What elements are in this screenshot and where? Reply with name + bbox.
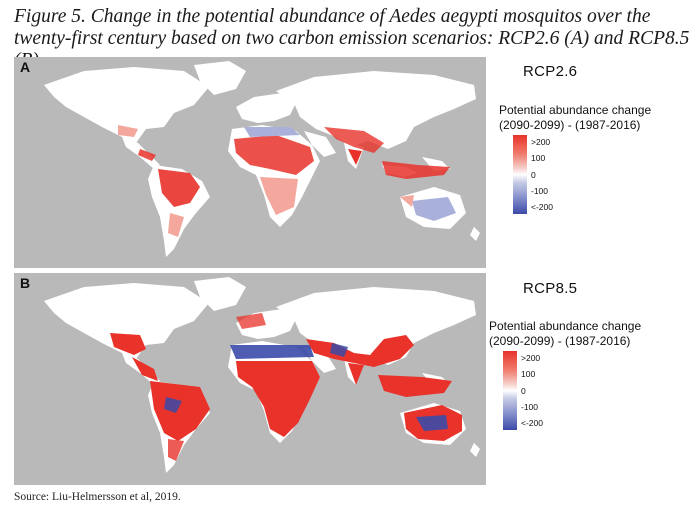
legend-colorbar-b: [503, 351, 517, 430]
abundance-change-b: [110, 313, 462, 461]
scenario-title-a: RCP2.6: [523, 63, 578, 80]
source-note: Source: Liu-Helmersson et al, 2019.: [14, 491, 181, 503]
legend-tick-a-max: >200: [531, 137, 551, 147]
legend-tick-a-0: 0: [531, 170, 536, 180]
figure-caption: Figure 5. Change in the potential abunda…: [14, 6, 690, 71]
map-panel-b: B: [14, 273, 486, 485]
legend-title-b-line1: Potential abundance change: [489, 319, 642, 333]
world-map-a: [44, 61, 480, 257]
panel-label-a: A: [20, 59, 31, 75]
scenario-title-b: RCP8.5: [523, 280, 578, 297]
legend-tick-b-min: <-200: [521, 418, 543, 428]
map-panel-a: A: [14, 57, 486, 268]
legend-title-a-line1: Potential abundance change: [499, 103, 652, 117]
legend-title-b-line2: (2090-2099) - (1987-2016): [489, 334, 631, 348]
legend-tick-a-min: <-200: [531, 202, 553, 212]
legend-tick-a-neg100: -100: [531, 186, 549, 196]
legend-colorbar-a: [513, 135, 527, 214]
panel-label-b: B: [20, 275, 31, 291]
legend-tick-b-neg100: -100: [521, 402, 539, 412]
legend-title-a-line2: (2090-2099) - (1987-2016): [499, 118, 641, 132]
legend-tick-a-100: 100: [531, 153, 546, 163]
legend-tick-b-100: 100: [521, 369, 536, 379]
legend-tick-b-max: >200: [521, 353, 541, 363]
abundance-change-a: [118, 125, 456, 237]
legend-tick-b-0: 0: [521, 386, 526, 396]
world-map-b: [44, 277, 480, 473]
